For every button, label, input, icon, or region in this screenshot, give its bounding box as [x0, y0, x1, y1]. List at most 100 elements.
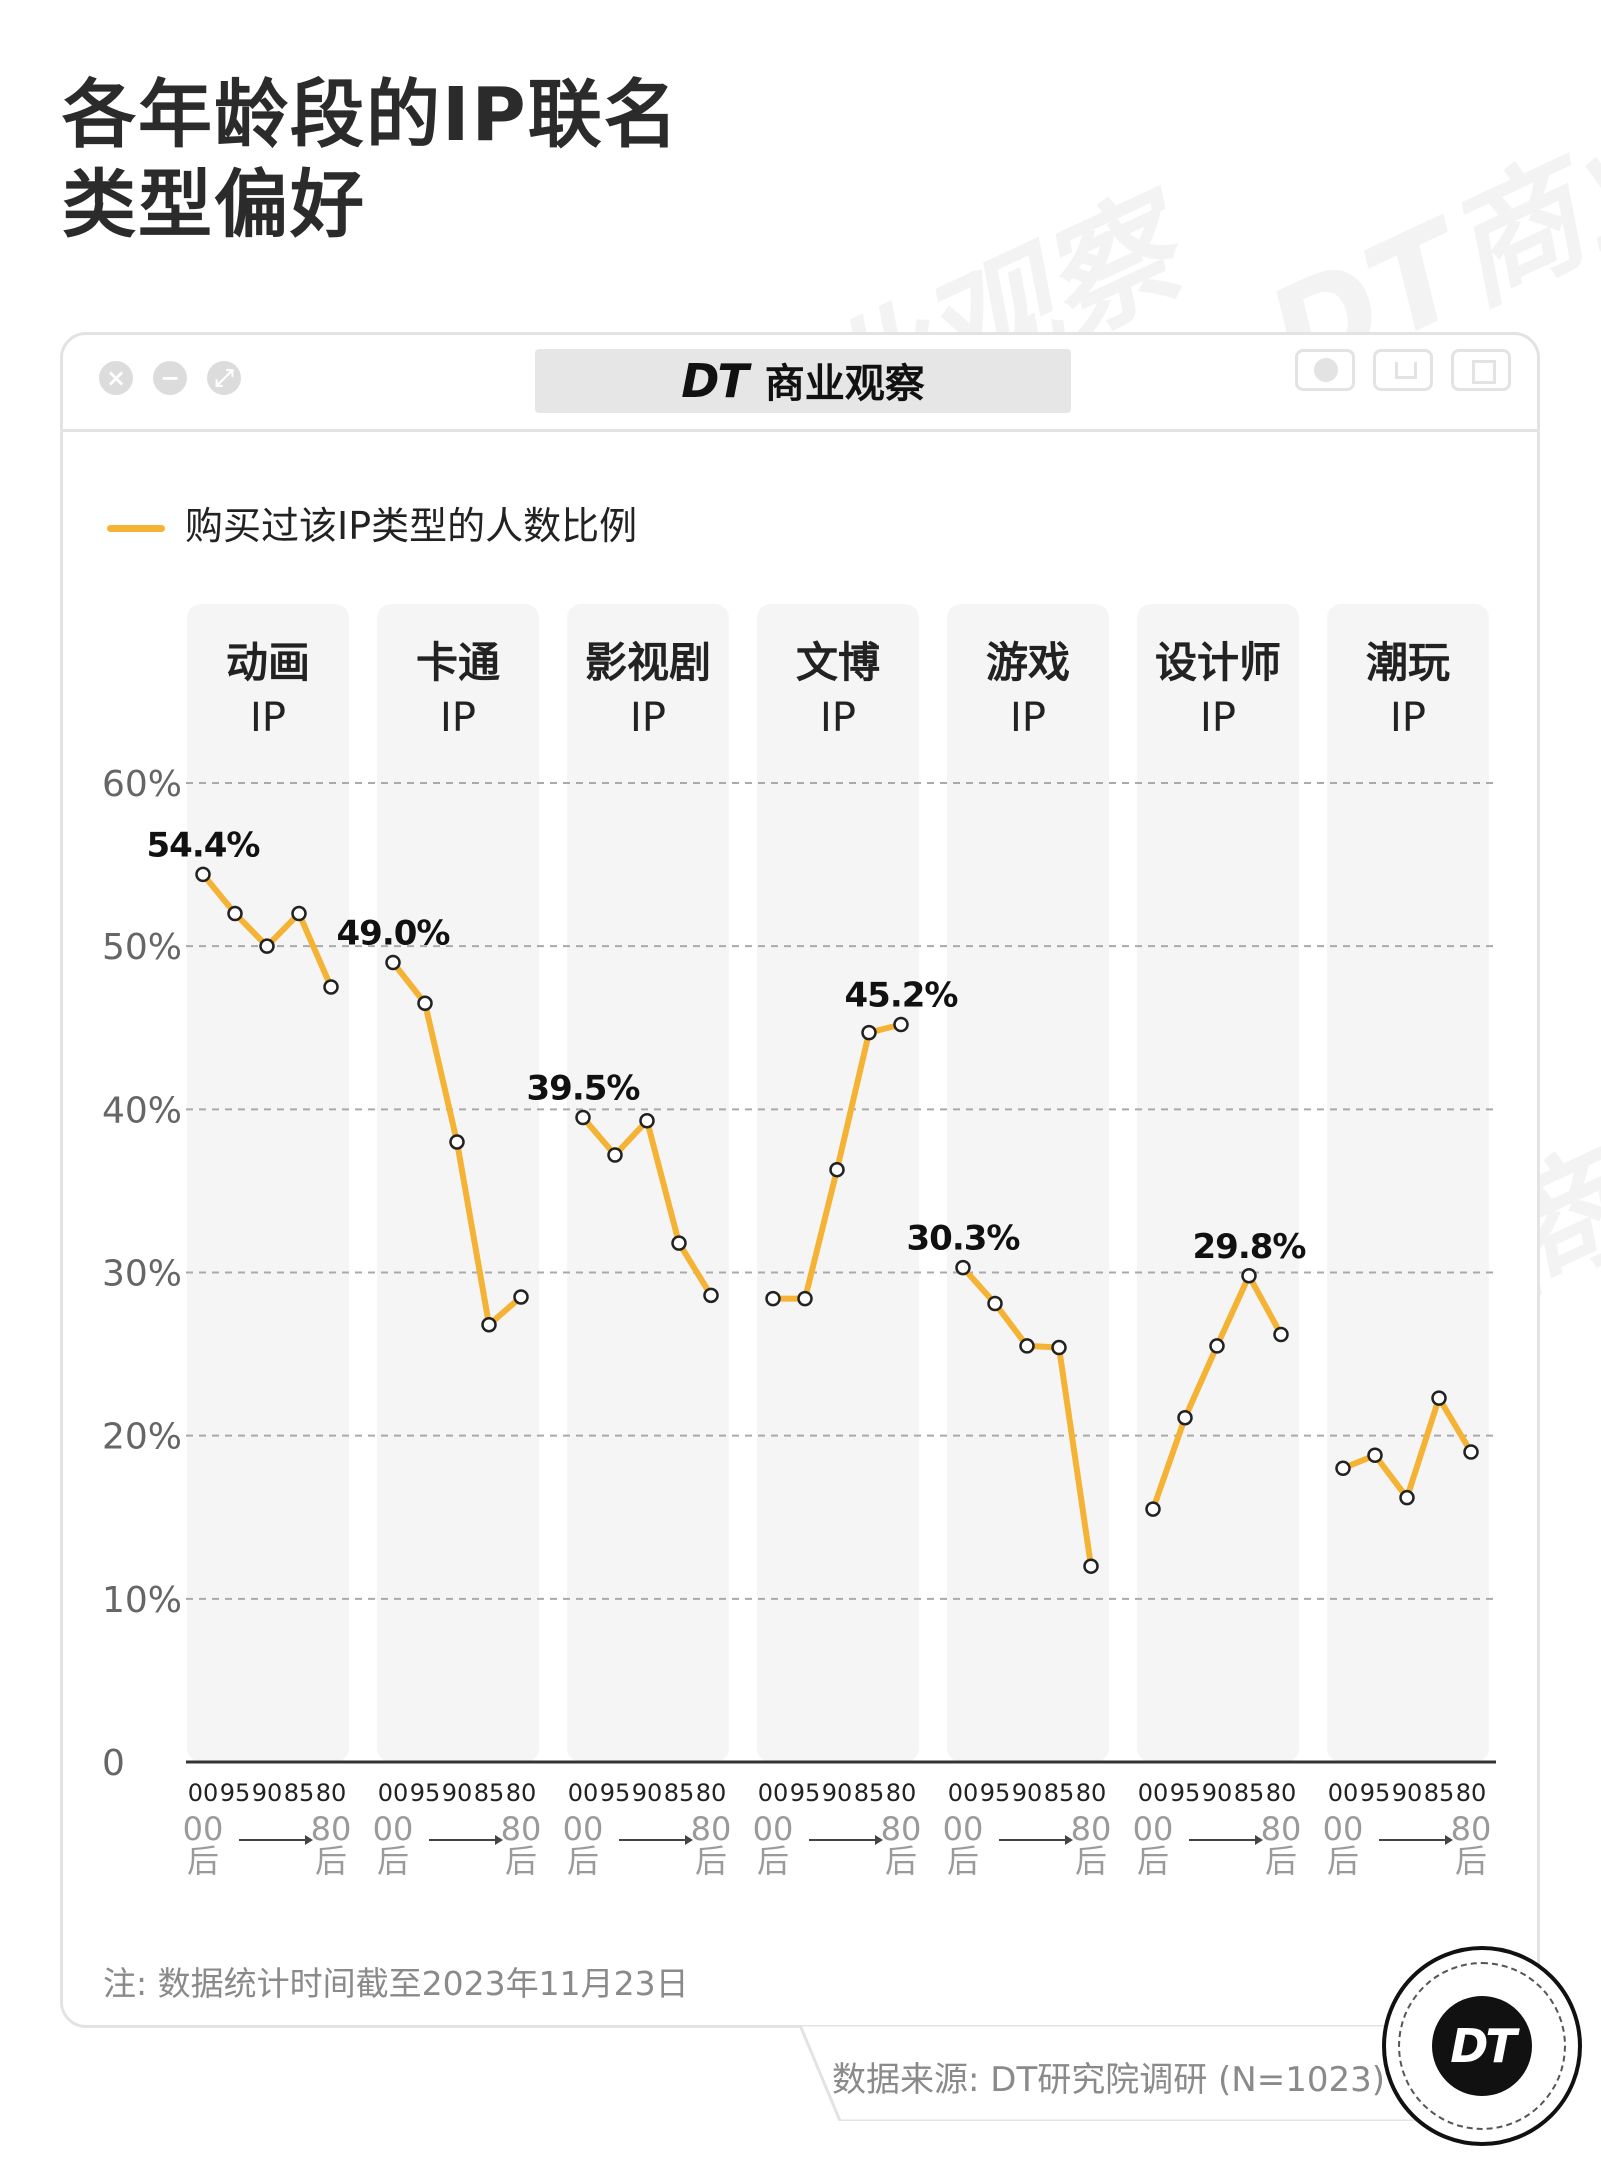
titlebar-divider [63, 429, 1537, 432]
x-range-label: 80 [1261, 1810, 1302, 1848]
share-icon[interactable] [1373, 349, 1433, 391]
x-range-label: 00 [373, 1810, 414, 1848]
x-tick-label: 80 [1076, 1779, 1107, 1807]
x-tick-label: 80 [886, 1779, 917, 1807]
maximize-icon[interactable]: ⤢ [207, 361, 241, 395]
x-tick-label: 85 [1424, 1779, 1455, 1807]
data-point [893, 1016, 909, 1033]
panel-title: 影视剧 [585, 638, 711, 687]
x-range-label: 后 [1455, 1842, 1487, 1880]
arrow-head-icon [1065, 1835, 1073, 1845]
panel-background [567, 604, 729, 1762]
y-tick-label: 30% [102, 1254, 182, 1295]
x-tick-label: 00 [568, 1779, 599, 1807]
x-tick-label: 90 [252, 1779, 283, 1807]
copy-icon[interactable] [1451, 349, 1511, 391]
x-tick-label: 90 [632, 1779, 663, 1807]
x-tick-label: 95 [410, 1779, 441, 1807]
title-line-2: 类型偏好 [62, 162, 366, 248]
data-point [1145, 1501, 1161, 1517]
data-point [1431, 1390, 1447, 1406]
x-range-label: 80 [1071, 1810, 1112, 1848]
x-tick-label: 95 [1170, 1779, 1201, 1807]
x-tick-label: 85 [854, 1779, 885, 1807]
data-point [1273, 1326, 1289, 1343]
data-point [765, 1290, 781, 1307]
x-tick-label: 00 [378, 1779, 409, 1807]
data-point [259, 938, 275, 954]
data-point [227, 905, 243, 922]
panel-subtitle: IP [440, 695, 476, 741]
arrow-head-icon [685, 1835, 693, 1845]
x-range-label: 后 [377, 1842, 409, 1880]
x-range-label: 后 [757, 1842, 789, 1880]
badge-ring [1398, 1962, 1566, 2130]
data-label: 45.2% [845, 975, 958, 1015]
x-range-label: 后 [1137, 1842, 1169, 1880]
data-point [575, 1109, 591, 1126]
data-point [955, 1259, 971, 1276]
x-tick-label: 80 [316, 1779, 347, 1807]
y-tick-label: 40% [102, 1090, 182, 1131]
arrow-head-icon [1445, 1835, 1453, 1845]
x-tick-label: 90 [442, 1779, 473, 1807]
data-point [639, 1113, 655, 1129]
x-range-label: 00 [753, 1810, 794, 1848]
x-range-label: 00 [183, 1810, 224, 1848]
panel-background [1327, 604, 1489, 1762]
x-range-label: 后 [1327, 1842, 1359, 1880]
brand-logo: DT [681, 354, 749, 408]
page-title: 各年龄段的IP联名 类型偏好 [62, 70, 680, 250]
data-point [797, 1290, 813, 1307]
data-point [481, 1316, 497, 1333]
panel-subtitle: IP [630, 695, 666, 741]
data-label: 39.5% [527, 1068, 640, 1108]
x-range-label: 80 [881, 1810, 922, 1848]
data-point [1399, 1489, 1415, 1506]
footnote: 注: 数据统计时间截至2023年11月23日 [103, 1964, 689, 2003]
x-tick-label: 80 [696, 1779, 727, 1807]
minimize-icon[interactable]: − [153, 361, 187, 395]
data-label: 30.3% [907, 1219, 1020, 1259]
data-point [513, 1289, 529, 1305]
panel-background [1137, 604, 1299, 1762]
legend-swatch [107, 525, 165, 532]
panel-subtitle: IP [1200, 695, 1236, 741]
panel-title: 文博 [796, 638, 880, 687]
record-icon[interactable] [1295, 349, 1355, 391]
legend: 购买过该IP类型的人数比例 [107, 495, 637, 550]
data-point [829, 1161, 845, 1178]
x-range-label: 00 [1133, 1810, 1174, 1848]
y-tick-label: 10% [102, 1580, 182, 1621]
title-line-1: 各年龄段的IP联名 [62, 72, 680, 158]
close-icon[interactable]: × [99, 361, 133, 395]
panel-background [187, 604, 349, 1762]
data-point [449, 1134, 465, 1150]
x-range-label: 后 [187, 1842, 219, 1880]
x-tick-label: 80 [1266, 1779, 1297, 1807]
x-tick-label: 90 [1202, 1779, 1233, 1807]
data-label: 29.8% [1193, 1227, 1306, 1267]
data-point [1241, 1268, 1257, 1284]
panel-title: 游戏 [986, 638, 1070, 687]
x-tick-label: 95 [980, 1779, 1011, 1807]
x-tick-label: 85 [1234, 1779, 1265, 1807]
x-tick-label: 85 [664, 1779, 695, 1807]
x-tick-label: 00 [1328, 1779, 1359, 1807]
panel-title: 潮玩 [1366, 638, 1450, 687]
x-tick-label: 95 [600, 1779, 631, 1807]
arrow-head-icon [495, 1835, 503, 1845]
y-tick-label: 0 [102, 1743, 125, 1784]
x-range-label: 后 [1075, 1842, 1107, 1880]
source-tab [800, 2025, 1540, 2121]
x-range-label: 80 [501, 1810, 542, 1848]
x-tick-label: 90 [1012, 1779, 1043, 1807]
x-tick-label: 85 [474, 1779, 505, 1807]
data-point [1019, 1338, 1035, 1354]
data-point [1051, 1339, 1067, 1356]
brand-name: 商业观察 [764, 361, 925, 407]
x-range-label: 后 [695, 1842, 727, 1880]
y-tick-label: 20% [102, 1417, 182, 1458]
source-text: 数据来源: DT研究院调研 (N=1023) [832, 2060, 1385, 2100]
x-range-label: 80 [311, 1810, 352, 1848]
